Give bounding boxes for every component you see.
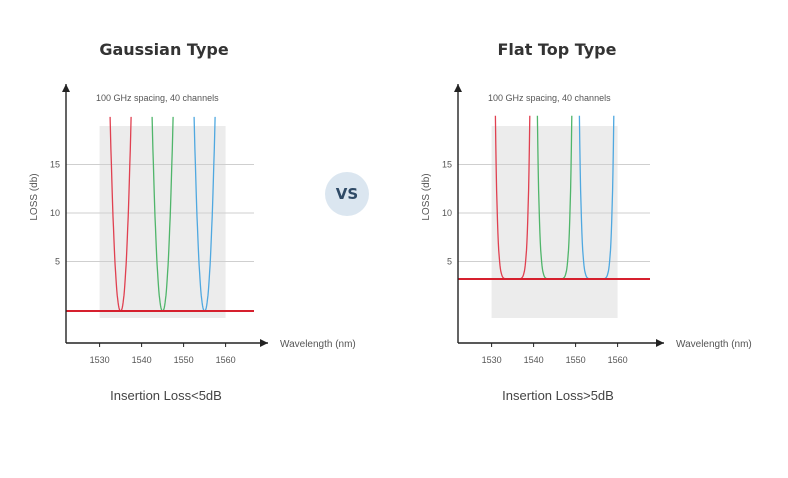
x-tick-label-1540: 1540 <box>524 355 544 365</box>
x-axis-arrow <box>656 339 664 347</box>
y-axis-arrow <box>62 84 70 92</box>
shaded-band <box>491 126 618 318</box>
y-tick-label-15: 15 <box>442 160 452 170</box>
x-axis-arrow <box>260 339 268 347</box>
x-tick-label-1550: 1550 <box>174 355 194 365</box>
x-tick-label-1530: 1530 <box>90 355 110 365</box>
y-tick-label-10: 10 <box>50 208 60 218</box>
shaded-band <box>99 126 226 318</box>
chart-subtitle: 100 GHz spacing, 40 channels <box>96 93 219 103</box>
y-axis-label: LOSS (db) <box>29 173 40 220</box>
x-tick-label-1560: 1560 <box>216 355 236 365</box>
x-tick-label-1560: 1560 <box>608 355 628 365</box>
x-tick-label-1550: 1550 <box>566 355 586 365</box>
flat-top-caption: Insertion Loss>5dB <box>502 388 614 403</box>
gaussian-title: Gaussian Type <box>99 40 229 59</box>
x-axis-label: Wavelength (nm) <box>676 339 752 350</box>
chart-subtitle: 100 GHz spacing, 40 channels <box>488 93 611 103</box>
y-axis-arrow <box>454 84 462 92</box>
chart-0: 1530 1540 1550 1560 5 10 15 100 GHz spacing, 40… <box>29 84 356 365</box>
y-tick-label-5: 5 <box>447 257 452 267</box>
x-tick-label-1540: 1540 <box>132 355 152 365</box>
y-axis-label: LOSS (db) <box>421 173 432 220</box>
vs-badge: VS <box>325 172 369 216</box>
gaussian-caption: Insertion Loss<5dB <box>110 388 222 403</box>
y-tick-label-15: 15 <box>50 160 60 170</box>
chart-1: 1530 1540 1550 1560 5 10 15 100 GHz spacing, 40… <box>421 84 752 365</box>
y-tick-label-10: 10 <box>442 208 452 218</box>
y-tick-label-5: 5 <box>55 257 60 267</box>
flat-top-title: Flat Top Type <box>497 40 617 59</box>
x-axis-label: Wavelength (nm) <box>280 339 356 350</box>
x-tick-label-1530: 1530 <box>482 355 502 365</box>
